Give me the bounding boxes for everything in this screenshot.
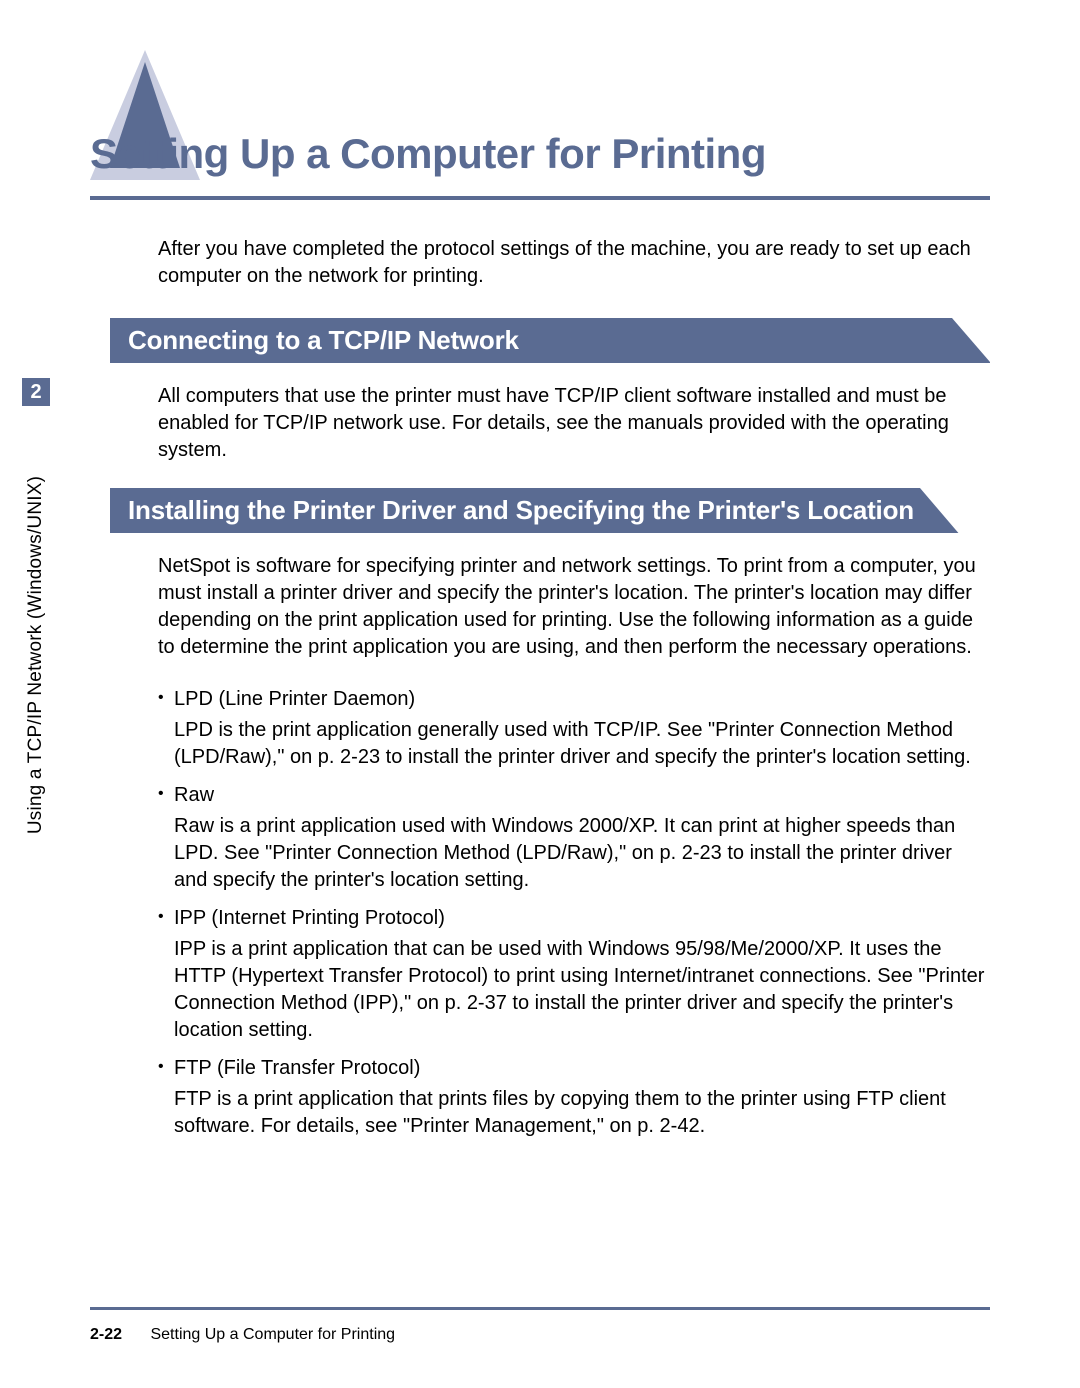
sidebar-label-container: Using a TCP/IP Network (Windows/UNIX) xyxy=(22,420,50,890)
bullet-item-raw: Raw Raw is a print application used with… xyxy=(158,781,990,894)
sidebar-label: Using a TCP/IP Network (Windows/UNIX) xyxy=(25,476,47,834)
footer: 2-22 Setting Up a Computer for Printing xyxy=(90,1326,395,1344)
intro-paragraph: After you have completed the protocol se… xyxy=(158,236,990,290)
bullet-body-ftp: FTP is a print application that prints f… xyxy=(174,1086,990,1140)
section-1-body: All computers that use the printer must … xyxy=(158,383,990,464)
content-area: After you have completed the protocol se… xyxy=(158,236,990,1140)
page-title: Setting Up a Computer for Printing xyxy=(90,110,990,178)
section-heading-1: Connecting to a TCP/IP Network xyxy=(110,318,990,363)
section-heading-2: Installing the Printer Driver and Specif… xyxy=(110,488,990,533)
bullet-body-ipp: IPP is a print application that can be u… xyxy=(174,936,990,1044)
bullet-head-ftp: FTP (File Transfer Protocol) xyxy=(158,1054,990,1082)
section-heading-2-text: Installing the Printer Driver and Specif… xyxy=(128,495,914,525)
title-rule xyxy=(90,196,990,200)
bullet-head-lpd: LPD (Line Printer Daemon) xyxy=(158,685,990,713)
section-heading-1-text: Connecting to a TCP/IP Network xyxy=(128,325,519,355)
bullet-head-raw: Raw xyxy=(158,781,990,809)
bullet-item-ipp: IPP (Internet Printing Protocol) IPP is … xyxy=(158,904,990,1044)
bullet-list: LPD (Line Printer Daemon) LPD is the pri… xyxy=(158,685,990,1140)
section-2-body: NetSpot is software for specifying print… xyxy=(158,553,990,661)
bullet-item-ftp: FTP (File Transfer Protocol) FTP is a pr… xyxy=(158,1054,990,1140)
chapter-tab: 2 xyxy=(22,378,50,406)
chapter-number: 2 xyxy=(30,381,41,404)
bullet-body-raw: Raw is a print application used with Win… xyxy=(174,813,990,894)
bullet-item-lpd: LPD (Line Printer Daemon) LPD is the pri… xyxy=(158,685,990,771)
page-root: 2 Using a TCP/IP Network (Windows/UNIX) … xyxy=(0,0,1080,1388)
footer-rule xyxy=(90,1307,990,1310)
title-block: Setting Up a Computer for Printing xyxy=(90,110,990,200)
bullet-head-ipp: IPP (Internet Printing Protocol) xyxy=(158,904,990,932)
bullet-body-lpd: LPD is the print application generally u… xyxy=(174,717,990,771)
page-number: 2-22 xyxy=(90,1326,122,1343)
running-title: Setting Up a Computer for Printing xyxy=(150,1326,395,1343)
